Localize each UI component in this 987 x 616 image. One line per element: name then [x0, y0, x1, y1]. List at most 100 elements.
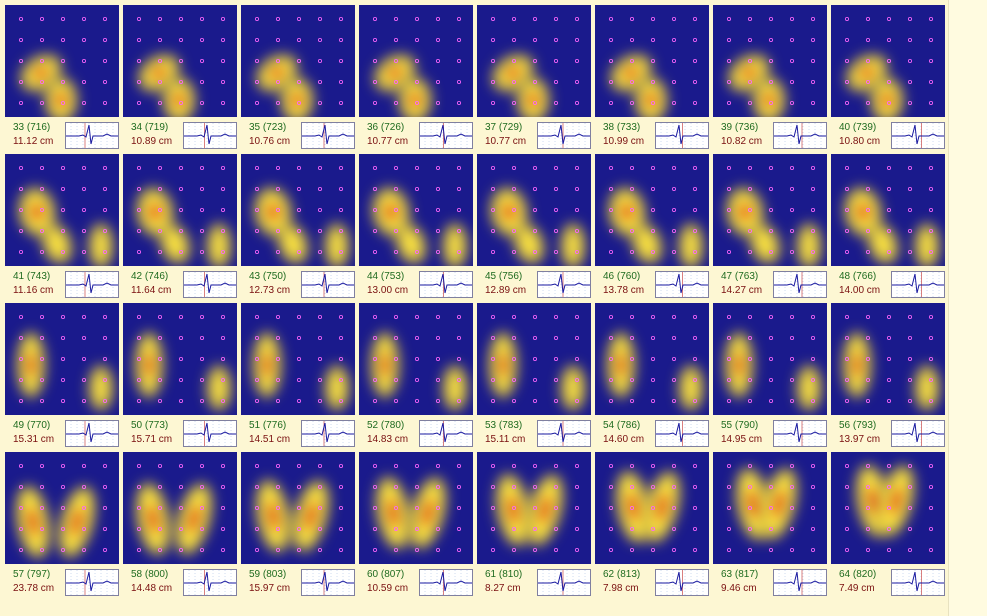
sensor-dot [200, 399, 205, 404]
sensor-dot [575, 250, 580, 255]
frame-label: 41 (743) [13, 271, 51, 282]
sensor-dot [457, 38, 462, 43]
sensor-dot [630, 314, 635, 319]
sensor-dot [61, 378, 66, 383]
sensor-dot [457, 16, 462, 21]
sensor-dot [726, 38, 731, 43]
sensor-dot [693, 101, 698, 106]
sensor-dot [82, 485, 87, 490]
sensor-dot [811, 101, 816, 106]
sensor-dot [415, 378, 420, 383]
sensor-dot [630, 80, 635, 85]
sensor-dot [221, 80, 226, 85]
blobs [734, 466, 799, 542]
sensor-dot [866, 250, 871, 255]
sensor-dot [339, 314, 344, 319]
frame-label: 47 (763) [721, 271, 759, 282]
panel: 49 (770) 15.31 cm [5, 303, 119, 447]
sensor-dot [929, 101, 934, 106]
sensor-dot [887, 80, 892, 85]
sensor-dot [672, 38, 677, 43]
sensor-dot [651, 506, 656, 511]
sensor-dot [908, 357, 913, 362]
sensor-dot [512, 485, 517, 490]
ecg-trace [65, 122, 119, 149]
sensor-dot [254, 485, 259, 490]
sensor-dot [726, 229, 731, 234]
sensor-dot [372, 165, 377, 170]
sensor-dot [672, 250, 677, 255]
sensor-dot [200, 314, 205, 319]
sensor-dot [40, 485, 45, 490]
sensor-dot [18, 187, 23, 192]
blobs [254, 52, 315, 117]
blob-core [617, 352, 625, 378]
sensor-dot [651, 187, 656, 192]
panel: 36 (726) 10.77 cm [359, 5, 473, 149]
sensor-dot [533, 357, 538, 362]
sensor-dot [200, 80, 205, 85]
sensor-dot [929, 527, 934, 532]
sensor-dot [533, 399, 538, 404]
sensor-dot [608, 101, 613, 106]
sensor-dot [651, 399, 656, 404]
sensor-dot [415, 59, 420, 64]
sensor-dot [61, 16, 66, 21]
sensor-dot [693, 16, 698, 21]
ecg-line [302, 273, 354, 294]
sensor-dot [575, 165, 580, 170]
sensor-dot [40, 250, 45, 255]
sensor-dot [200, 357, 205, 362]
sensor-dot [630, 378, 635, 383]
panel: 45 (756) 12.89 cm [477, 154, 591, 298]
sensor-dot [672, 165, 677, 170]
blobs [723, 331, 823, 412]
sensor-dot [179, 336, 184, 341]
sensor-dot [630, 463, 635, 468]
ecg-line [656, 422, 708, 443]
sensor-dot [811, 314, 816, 319]
blob-mid [685, 372, 697, 404]
sensor-dot [929, 16, 934, 21]
field-map [123, 154, 237, 266]
sensor-dot [136, 336, 141, 341]
sensor-dot [339, 165, 344, 170]
sensor-dot [929, 336, 934, 341]
sensor-dot [200, 378, 205, 383]
sensor-dot [887, 378, 892, 383]
sensor-dot [136, 378, 141, 383]
sensor-dot [40, 399, 45, 404]
sensor-dot [179, 527, 184, 532]
sensor-dot [929, 548, 934, 553]
frame-label: 35 (723) [249, 122, 287, 133]
sensor-dot [82, 229, 87, 234]
sensor-dot [82, 208, 87, 213]
sensor-dot [693, 80, 698, 85]
sensor-dot [18, 336, 23, 341]
sensor-dot [726, 378, 731, 383]
sensor-dot [575, 463, 580, 468]
sensor-dot [372, 399, 377, 404]
sensor-dot [575, 506, 580, 511]
sensor-dot [221, 463, 226, 468]
sensor-dot [276, 59, 281, 64]
sensor-dot [415, 506, 420, 511]
sensor-dot [490, 336, 495, 341]
blob-core [735, 352, 743, 378]
sensor-dot [554, 336, 559, 341]
sensor-dot [394, 101, 399, 106]
sensor-dot [40, 208, 45, 213]
sensor-dot [82, 357, 87, 362]
sensor-dot [908, 16, 913, 21]
field-map [5, 303, 119, 415]
sensor-dot [297, 336, 302, 341]
sensor-dot [221, 314, 226, 319]
sensor-dot [158, 38, 163, 43]
sensor-dot [554, 378, 559, 383]
sensor-dot [608, 378, 613, 383]
sensor-dot [908, 314, 913, 319]
sensor-dot [651, 485, 656, 490]
sensor-dot [887, 527, 892, 532]
sensor-dot [297, 250, 302, 255]
sensor-dot [394, 165, 399, 170]
